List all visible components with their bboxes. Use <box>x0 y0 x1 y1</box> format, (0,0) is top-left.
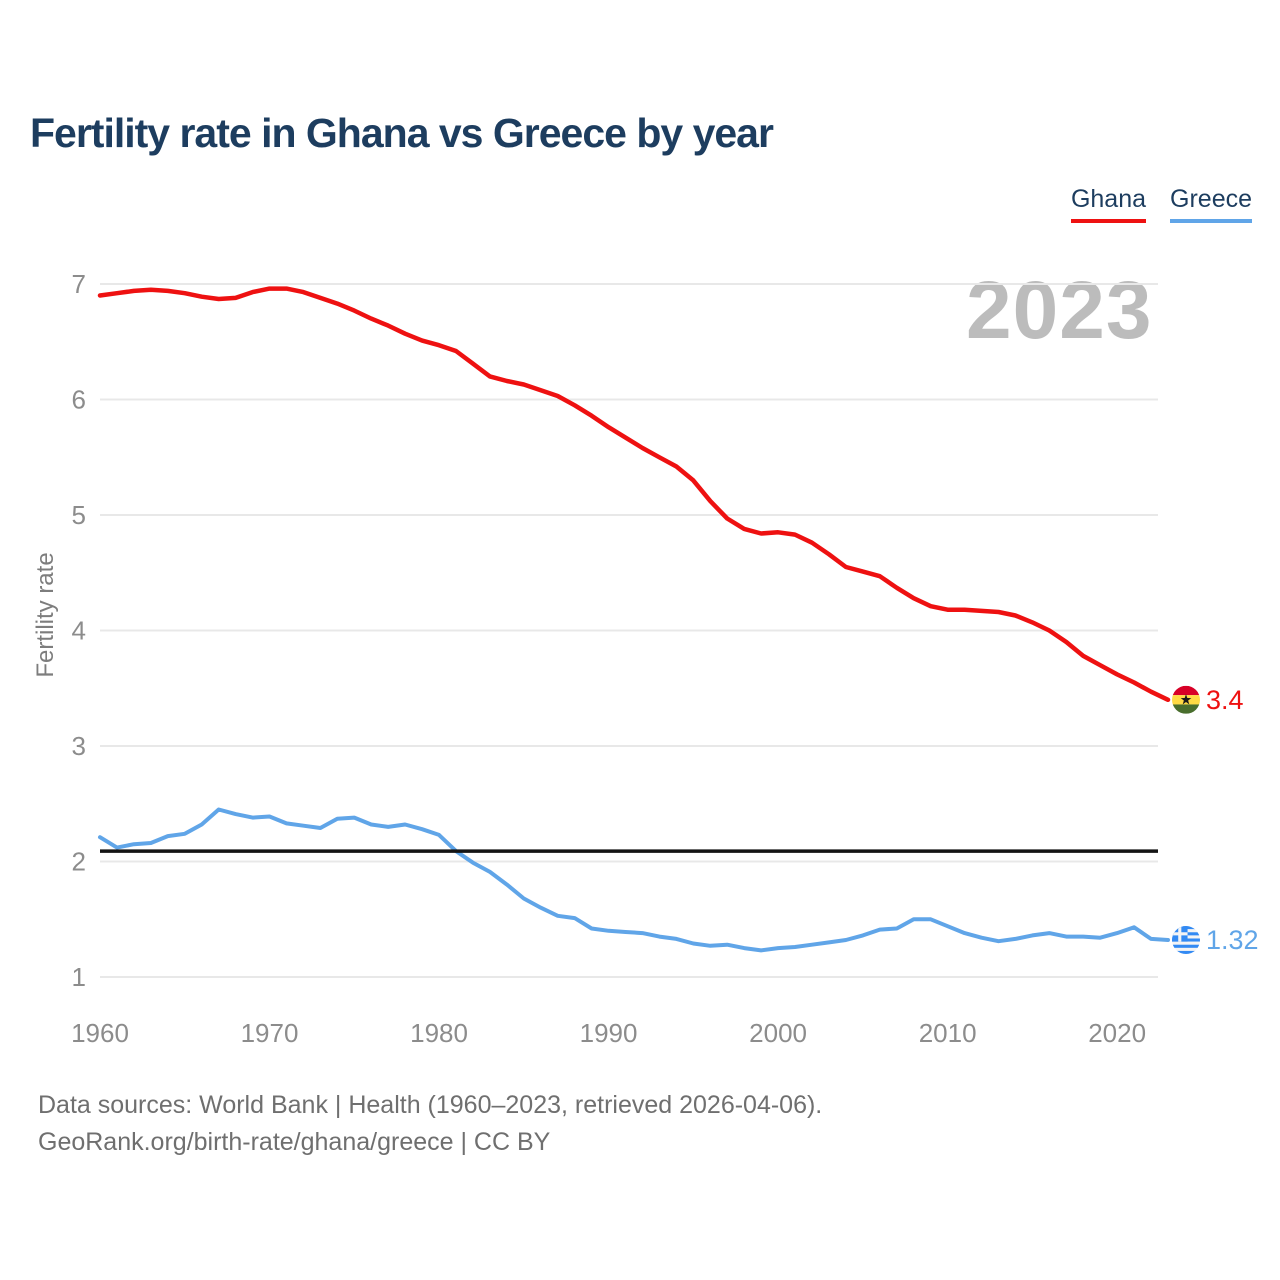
greece-flag-stripe <box>1172 941 1200 945</box>
greece-flag-cross <box>1172 932 1188 936</box>
ghana-end-value: 3.4 <box>1206 685 1244 715</box>
ghana-flag-star <box>1180 694 1192 705</box>
greece-line <box>98 807 1170 953</box>
ghana-flag-art <box>1172 685 1200 714</box>
x-tick-label: 1960 <box>71 1018 129 1048</box>
greece-flag-stripe <box>1172 950 1200 955</box>
ghana-flag-stripe <box>1172 704 1200 714</box>
ghana-flag-stripe <box>1172 685 1200 696</box>
y-tick-label: 1 <box>72 962 86 992</box>
x-tick-label: 1970 <box>241 1018 299 1048</box>
x-tick-label: 2020 <box>1088 1018 1146 1048</box>
greece-flag-art <box>1172 926 1200 955</box>
page-title: Fertility rate in Ghana vs Greece by yea… <box>30 110 774 156</box>
legend-item-ghana[interactable]: Ghana <box>1070 185 1147 223</box>
ghana-flag-icon <box>1172 685 1200 714</box>
legend-item-greece[interactable]: Greece <box>1170 185 1252 223</box>
x-tick-label: 1980 <box>410 1018 468 1048</box>
greece-flag-stripe <box>1172 944 1200 949</box>
greece-flag-stripe <box>1172 947 1200 952</box>
y-tick-label: 4 <box>72 616 86 646</box>
greece-end-value: 1.32 <box>1206 925 1259 955</box>
data-sources-line: Data sources: World Bank | Health (1960–… <box>38 1091 823 1119</box>
footer: Data sources: World Bank | Health (1960–… <box>38 1087 822 1161</box>
x-tick-label: 2010 <box>919 1018 977 1048</box>
y-tick-label: 6 <box>72 385 86 415</box>
y-tick-label: 5 <box>72 500 86 530</box>
y-tick-label: 3 <box>72 731 86 761</box>
year-watermark: 2023 <box>966 265 1153 356</box>
x-tick-label: 2000 <box>749 1018 807 1048</box>
y-tick-label: 7 <box>72 269 86 299</box>
greece-flag-icon <box>1172 926 1200 955</box>
ghana-line <box>97 286 1171 703</box>
legend: Ghana Greece <box>1070 185 1252 223</box>
y-tick-label: 2 <box>72 847 86 877</box>
x-tick-label: 1990 <box>580 1018 638 1048</box>
attribution-line: GeoRank.org/birth-rate/ghana/greece | CC… <box>38 1128 551 1156</box>
